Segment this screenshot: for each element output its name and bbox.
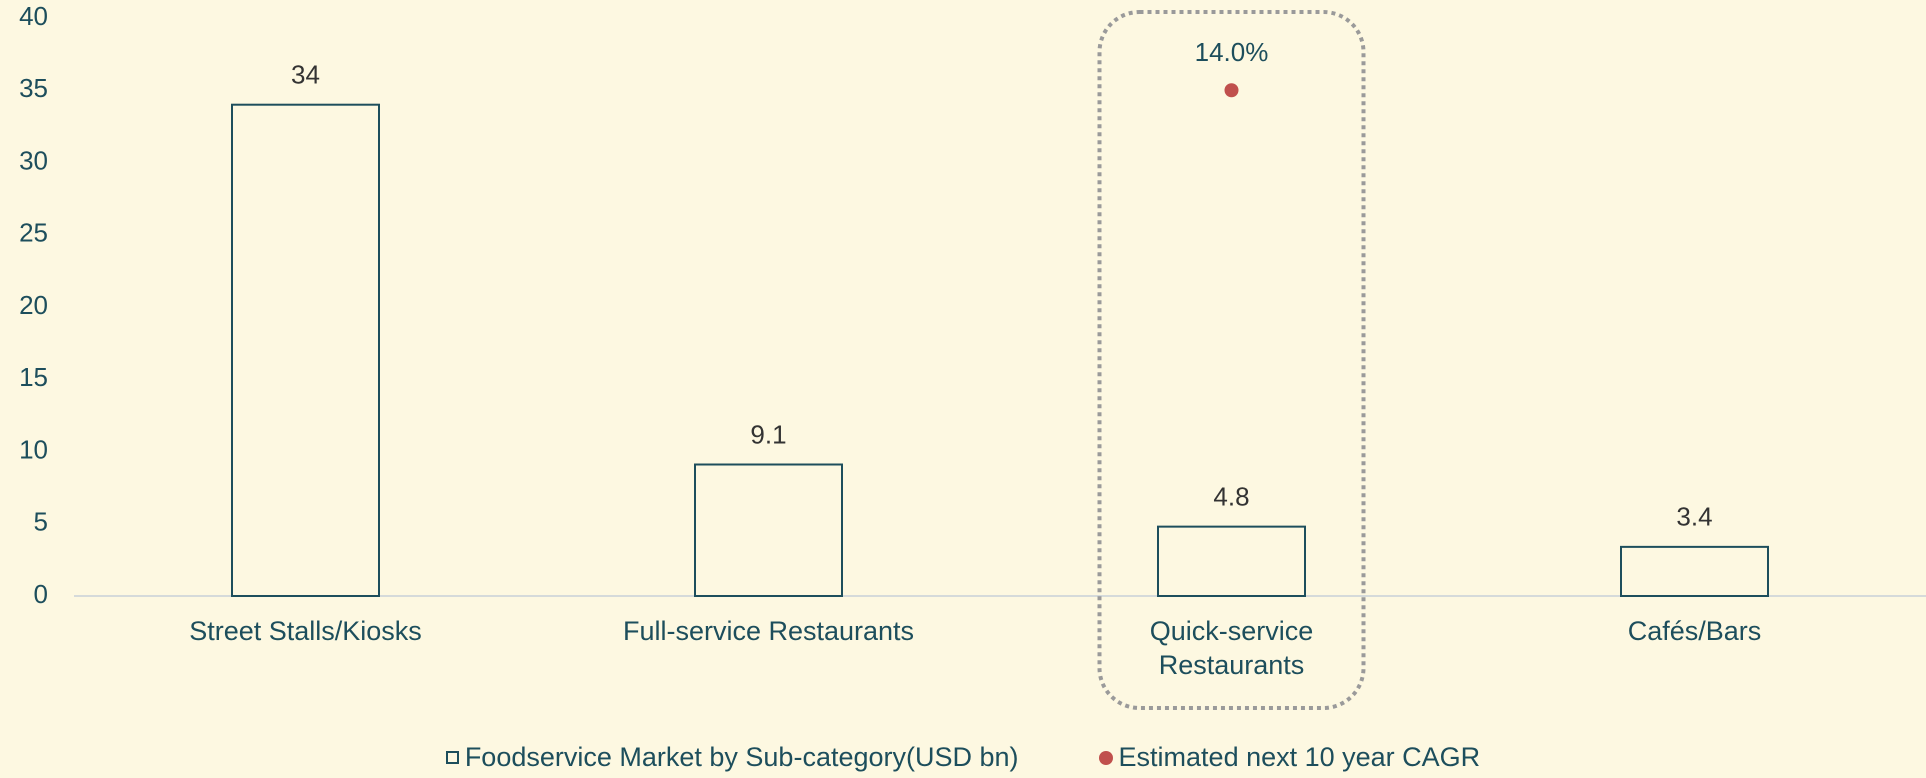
y-tick-label: 5 [34,507,48,537]
legend-label: Foodservice Market by Sub-category(USD b… [464,742,1019,772]
data-label: 3.4 [1676,502,1712,532]
bar [694,463,843,597]
y-tick-label: 20 [19,290,48,320]
bar [1157,525,1306,598]
y-tick-label: 0 [34,579,48,609]
x-tick-label: Quick-service Restaurants [1149,616,1314,680]
legend-swatch [1098,750,1113,765]
x-tick-label: Full-service Restaurants [622,616,915,646]
data-label: 14.0% [1195,37,1269,67]
legend-item: Foodservice Market by Sub-category(USD b… [445,742,1019,773]
data-label: 34 [291,60,320,90]
legend-swatch [445,751,459,764]
highlight-box [1097,10,1366,710]
data-label: 4.8 [1213,482,1249,512]
point [1224,83,1239,98]
legend: Foodservice Market by Sub-category(USD b… [0,742,1926,773]
x-tick-label: Street Stalls/Kiosks [189,616,422,646]
y-tick-label: 35 [19,73,48,103]
bar [1620,545,1769,597]
bar [231,103,380,597]
legend-item: Estimated next 10 year CAGR [1098,742,1481,773]
y-tick-label: 30 [19,145,48,175]
x-tick-label: Cafés/Bars [1627,616,1762,646]
y-tick-label: 25 [19,218,48,248]
y-tick-label: 10 [19,434,48,464]
y-tick-label: 15 [19,362,48,392]
y-tick-label: 40 [19,1,48,31]
legend-label: Estimated next 10 year CAGR [1118,742,1481,772]
data-label: 9.1 [750,419,786,449]
